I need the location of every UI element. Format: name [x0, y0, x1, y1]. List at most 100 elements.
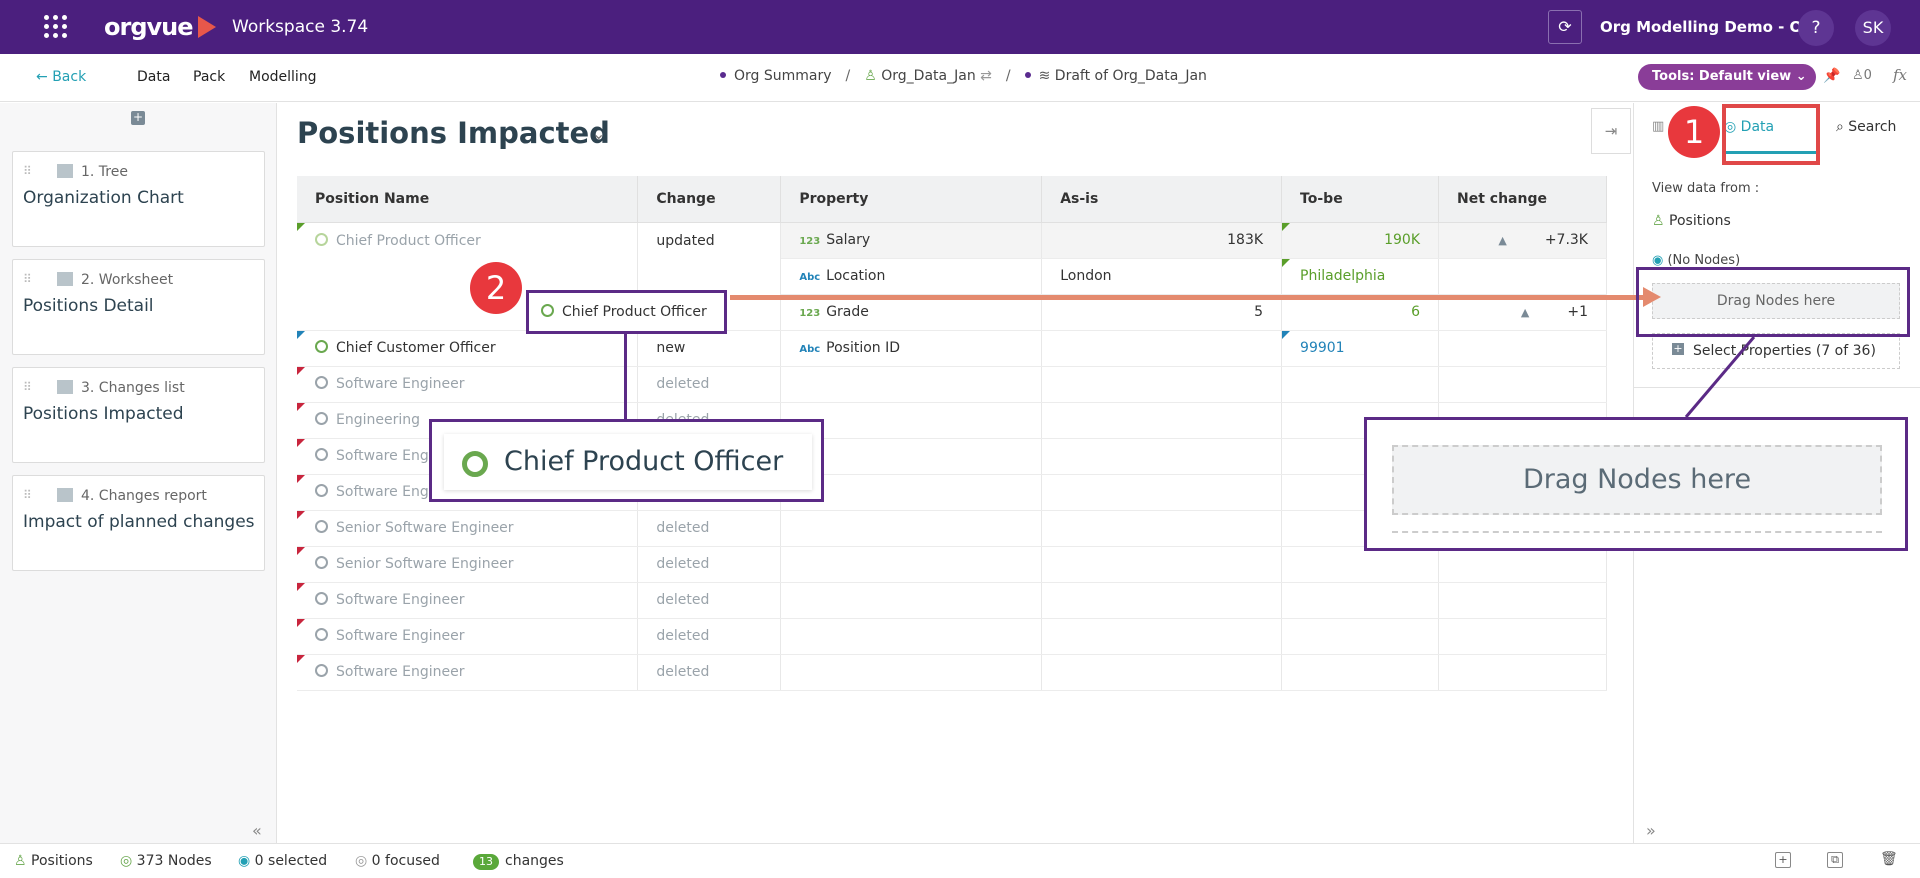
position-cell[interactable]: Software Engineer: [297, 582, 639, 619]
crumb-summary[interactable]: Org Summary: [734, 68, 832, 84]
page-card-1[interactable]: ⠿ 1. Tree Organization Chart: [12, 151, 265, 247]
node-icon: [315, 520, 328, 533]
node-icon: [315, 412, 328, 425]
no-nodes-option[interactable]: ◉ (No Nodes): [1652, 253, 1741, 268]
divider: [1634, 387, 1920, 388]
table-row[interactable]: 123 Grade 5 6 ▲ +1: [297, 294, 1607, 331]
col-as-is[interactable]: As-is: [1041, 176, 1283, 223]
radio-icon: ◉: [1652, 253, 1668, 268]
drag-handle-icon[interactable]: ⠿: [23, 488, 32, 502]
menu-data[interactable]: Data: [137, 69, 171, 85]
node-icon: [315, 232, 328, 246]
status-selected[interactable]: ◉ 0 selected: [238, 853, 328, 869]
expand-panel-icon[interactable]: ⇥: [1591, 108, 1631, 154]
table-row[interactable]: Chief Customer Officer new Abc Position I…: [297, 330, 1607, 367]
menu-pack[interactable]: Pack: [193, 69, 226, 85]
apps-grid-icon[interactable]: [44, 15, 68, 39]
tobe-cell: Philadelphia: [1281, 258, 1439, 295]
status-focused[interactable]: ◎ 0 focused: [355, 853, 440, 869]
tree-icon: [57, 164, 73, 178]
page-name: Positions Impacted: [23, 404, 184, 424]
dot-icon: [720, 72, 726, 78]
add-page-icon[interactable]: +: [131, 110, 145, 125]
trash-icon[interactable]: 🗑: [1880, 851, 1898, 867]
formula-button[interactable]: fx: [1893, 66, 1908, 84]
sync-icon[interactable]: ⇄: [975, 68, 992, 84]
col-net-change[interactable]: Net change: [1438, 176, 1607, 223]
zoom-callout-dropzone: Drag Nodes here: [1364, 417, 1908, 551]
status-nodes[interactable]: ◎ 373 Nodes: [120, 853, 212, 869]
node-icon: [315, 664, 328, 677]
status-changes[interactable]: 13 changes: [473, 853, 564, 870]
pages-sidebar: + ⠿ 1. Tree Organization Chart ⠿ 2. Work…: [0, 103, 277, 843]
collapse-right-icon[interactable]: »: [1646, 821, 1656, 840]
tab-search[interactable]: ⌕ Search: [1836, 119, 1897, 135]
copy-icon[interactable]: ⧉: [1827, 852, 1843, 868]
table-row[interactable]: Abc Location London Philadelphia: [297, 258, 1607, 295]
tab-data[interactable]: ◎ Data: [1724, 119, 1775, 135]
dragged-node: Chief Product Officer: [526, 290, 727, 334]
col-change[interactable]: Change: [637, 176, 782, 223]
drag-handle-icon[interactable]: ⠿: [23, 380, 32, 394]
table-header: Position Name Change Property As-is To-b…: [297, 176, 1607, 223]
net-cell: [1438, 258, 1607, 295]
page-card-4[interactable]: ⠿ 4. Changes report Impact of planned ch…: [12, 475, 265, 571]
col-to-be[interactable]: To-be: [1281, 176, 1439, 223]
table-row[interactable]: Senior Software Engineer deleted: [297, 546, 1607, 583]
view-from-label: View data from :: [1652, 181, 1760, 196]
help-button[interactable]: ?: [1798, 10, 1834, 46]
tobe-cell: [1281, 366, 1439, 403]
property-cell: [780, 366, 1043, 403]
position-cell[interactable]: Software Engineer: [297, 654, 639, 691]
user-count[interactable]: ♙0: [1852, 68, 1872, 83]
table-row[interactable]: Chief Product Officer updated 123 Salary …: [297, 222, 1607, 331]
net-cell: [1438, 366, 1607, 403]
pin-icon[interactable]: 📌: [1823, 68, 1841, 84]
page-card-2[interactable]: ⠿ 2. Worksheet Positions Detail: [12, 259, 265, 355]
crumb-dataset[interactable]: Org_Data_Jan: [881, 68, 976, 84]
collapse-left-icon[interactable]: «: [252, 821, 262, 840]
breadcrumb: Org Summary / ♙ Org_Data_Jan ⇄ / ≋ Draft of …: [720, 68, 1207, 84]
select-properties-button[interactable]: Select Properties (7 of 36): [1652, 333, 1900, 369]
chart-tab-icon[interactable]: ▥: [1652, 119, 1665, 134]
position-cell[interactable]: Software Engineer: [297, 366, 639, 403]
status-positions[interactable]: ♙ Positions: [14, 853, 93, 869]
property-cell: [780, 510, 1043, 547]
col-position-name[interactable]: Position Name: [297, 176, 639, 223]
position-cell[interactable]: Software Engineer: [297, 618, 639, 655]
add-icon[interactable]: +: [1775, 852, 1791, 868]
back-button[interactable]: ← Back: [36, 69, 87, 85]
callout-connector: [624, 334, 627, 420]
dot-icon: [1024, 72, 1031, 78]
col-property[interactable]: Property: [780, 176, 1043, 223]
app-logo[interactable]: orgvue: [104, 13, 194, 41]
drag-nodes-dropzone[interactable]: Drag Nodes here: [1652, 283, 1900, 319]
triangle-up-icon: ▲: [1520, 306, 1530, 319]
user-avatar[interactable]: SK: [1855, 10, 1891, 46]
menu-modelling[interactable]: Modelling: [249, 69, 317, 85]
highlight-box-1: [1722, 104, 1820, 165]
position-cell[interactable]: Senior Software Engineer: [297, 546, 639, 583]
source-positions[interactable]: ♙ Positions: [1652, 213, 1731, 229]
crumb-draft[interactable]: Draft of Org_Data_Jan: [1054, 68, 1207, 84]
tools-dropdown[interactable]: Tools: Default view ⌄: [1638, 64, 1816, 90]
change-cell: deleted: [637, 510, 782, 547]
property-cell: [780, 474, 1043, 511]
asis-cell: [1041, 510, 1283, 547]
page-card-3[interactable]: ⠿ 3. Changes list Positions Impacted: [12, 367, 265, 463]
position-cell[interactable]: Chief Customer Officer: [297, 330, 639, 367]
drag-handle-icon[interactable]: ⠿: [23, 164, 32, 178]
asis-cell: [1041, 582, 1283, 619]
refresh-icon[interactable]: ⟳: [1548, 10, 1582, 44]
position-cell[interactable]: Senior Software Engineer: [297, 510, 639, 547]
triangle-up-icon: ▲: [1498, 234, 1507, 247]
project-name[interactable]: Org Modelling Demo - OV: [1600, 18, 1814, 36]
status-bar: ♙ Positions ◎ 373 Nodes ◉ 0 selected ◎ 0…: [0, 843, 1920, 878]
chevron-down-icon[interactable]: ⌄: [592, 124, 606, 143]
arrow-left-icon: ←: [36, 69, 53, 85]
drag-handle-icon[interactable]: ⠿: [23, 272, 32, 286]
